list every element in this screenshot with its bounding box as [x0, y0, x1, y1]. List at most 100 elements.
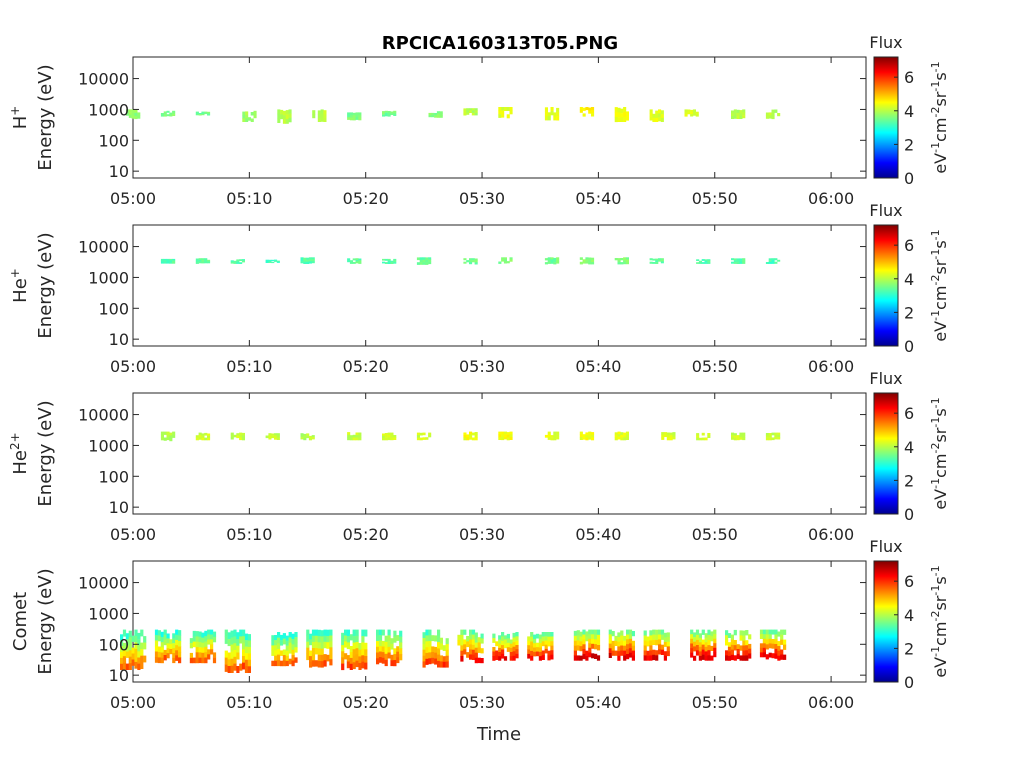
- data-patches: [126, 107, 781, 124]
- data-patch: [271, 632, 298, 667]
- x-axis: 05:00 05:10 05:20 05:30 05:40 05:50 06:00: [110, 225, 854, 376]
- x-tick-label: 05:20: [343, 189, 389, 208]
- y-tick-label: 100: [98, 635, 129, 654]
- colorbar-gradient: [873, 224, 899, 347]
- colorbar-tick-label: 6: [904, 236, 914, 255]
- data-patch: [347, 432, 362, 441]
- y-axis: 10 100 1000 10000: [78, 70, 866, 181]
- data-patch: [463, 431, 478, 441]
- colorbar-title: Flux: [869, 201, 902, 220]
- data-patch: [614, 257, 629, 265]
- data-patch: [649, 258, 664, 264]
- colorbar-tick-label: 4: [904, 438, 914, 457]
- x-tick-label: 05:20: [343, 693, 389, 712]
- x-tick-label: 05:50: [692, 525, 738, 544]
- x-tick-label: 05:10: [226, 693, 272, 712]
- data-patch: [230, 432, 245, 441]
- data-patch: [463, 108, 478, 116]
- data-patch: [376, 629, 403, 667]
- x-axis: 05:00 05:10 05:20 05:30 05:40 05:50 06:00: [110, 393, 854, 544]
- data-patch: [759, 629, 787, 661]
- colorbar-unit: eV-1cm-2sr-1s-1: [929, 229, 950, 341]
- y-tick-label: 100: [98, 467, 129, 486]
- x-tick-label: 05:10: [226, 189, 272, 208]
- data-patch: [341, 629, 368, 671]
- x-tick-label: 05:30: [459, 525, 505, 544]
- data-patch: [463, 258, 478, 265]
- colorbar-tick-label: 0: [904, 169, 914, 188]
- x-axis: 05:00 05:10 05:20 05:30 05:40 05:50 06:00: [110, 57, 854, 208]
- y-tick-label: 1000: [88, 100, 129, 119]
- energy-label: Energy (eV): [35, 568, 56, 674]
- colorbar-gradient: [873, 560, 899, 683]
- y-tick-label: 10000: [78, 574, 129, 593]
- data-patch: [382, 432, 397, 441]
- y-tick-label: 10000: [78, 70, 129, 89]
- x-tick-label: 05:40: [575, 525, 621, 544]
- x-axis-label: Time: [476, 724, 521, 745]
- species-label: He2+: [8, 432, 31, 474]
- species-label: He+: [8, 268, 31, 303]
- data-patch: [725, 629, 752, 661]
- x-tick-label: 06:00: [808, 693, 854, 712]
- data-patch: [306, 629, 333, 668]
- energy-label: Energy (eV): [35, 64, 56, 170]
- data-patch: [661, 432, 676, 441]
- data-patch: [347, 258, 362, 264]
- data-patch: [579, 107, 595, 117]
- x-axis: 05:00 05:10 05:20 05:30 05:40 05:50 06:00: [110, 561, 854, 712]
- colorbar-tick-label: 6: [904, 572, 914, 591]
- colorbar-title: Flux: [869, 369, 902, 388]
- data-patch: [416, 257, 432, 265]
- y-tick-label: 1000: [88, 268, 129, 287]
- data-patch: [498, 257, 513, 264]
- data-patch: [684, 109, 699, 117]
- x-tick-label: 05:40: [575, 357, 621, 376]
- data-patch: [765, 109, 781, 120]
- data-patch: [195, 432, 211, 441]
- y-tick-label: 10: [109, 666, 129, 685]
- data-patch: [527, 632, 554, 661]
- colorbar-tick-label: 2: [904, 303, 914, 322]
- data-patches: [120, 629, 787, 673]
- species-label: H+: [8, 106, 31, 130]
- colorbar-unit: eV-1cm-2sr-1s-1: [929, 61, 950, 173]
- colorbar-tick-label: 4: [904, 102, 914, 121]
- data-patch: [428, 111, 443, 118]
- y-tick-label: 10: [109, 330, 129, 349]
- x-tick-label: 05:00: [110, 693, 156, 712]
- x-tick-label: 05:50: [692, 189, 738, 208]
- data-patch: [265, 259, 280, 264]
- x-tick-label: 05:10: [226, 525, 272, 544]
- data-patch: [492, 632, 519, 661]
- x-tick-label: 05:10: [226, 357, 272, 376]
- x-tick-label: 06:00: [808, 357, 854, 376]
- data-patch: [382, 110, 397, 117]
- data-patches: [160, 431, 781, 442]
- data-patch: [544, 431, 560, 441]
- data-patch: [765, 258, 781, 264]
- energy-label: Energy (eV): [35, 232, 56, 338]
- data-patch: [498, 431, 513, 441]
- colorbar-tick-label: 2: [904, 639, 914, 658]
- data-patch: [126, 109, 141, 120]
- x-tick-label: 05:20: [343, 357, 389, 376]
- data-patch: [544, 107, 560, 121]
- plot-area: [132, 560, 867, 683]
- data-patch: [696, 432, 711, 441]
- colorbar-tick-label: 0: [904, 673, 914, 692]
- data-patch: [224, 629, 251, 673]
- data-patch: [416, 432, 432, 441]
- x-tick-label: 05:00: [110, 525, 156, 544]
- data-patch: [608, 629, 635, 661]
- x-tick-label: 05:30: [459, 357, 505, 376]
- x-tick-label: 05:00: [110, 357, 156, 376]
- figure-title: RPCICA160313T05.PNG: [382, 33, 618, 54]
- data-patch: [579, 257, 595, 265]
